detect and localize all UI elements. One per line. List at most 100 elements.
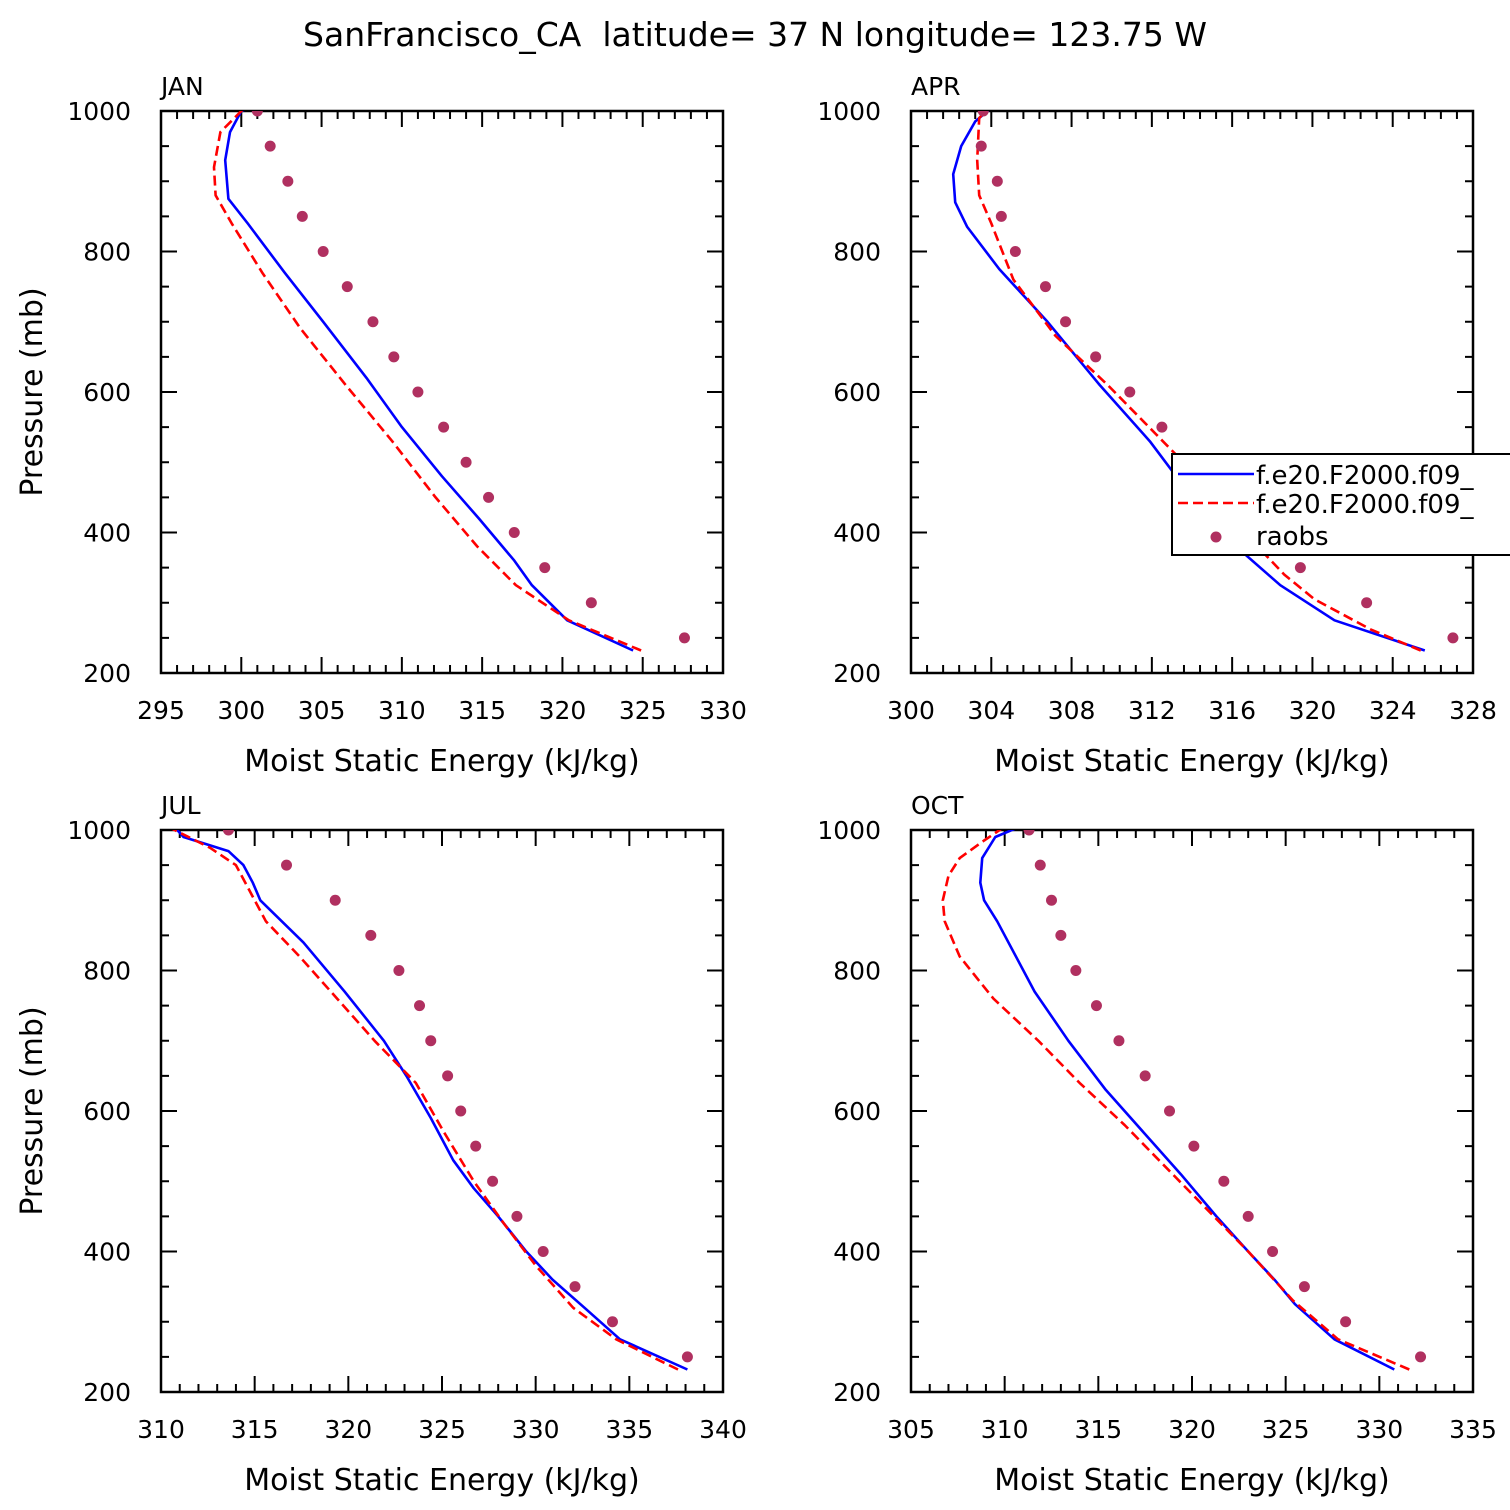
x-tick-label: 320 (1289, 696, 1337, 725)
raobs-point (1124, 386, 1136, 398)
raobs-point (511, 1210, 523, 1222)
raobs-point (1039, 281, 1051, 293)
y-tick-label: 1000 (67, 816, 131, 845)
raobs-point (222, 830, 234, 836)
x-tick-label: 305 (887, 1415, 935, 1444)
panel-jan: JAN 295 300 305 310 315 320 325 330 200 400 600 800 1… (15, 72, 747, 779)
x-tick-label: 315 (1074, 1415, 1122, 1444)
raobs-point (251, 111, 263, 117)
legend-marker-raobs (1210, 531, 1222, 543)
legend-label: raobs (1256, 522, 1329, 552)
raobs-point (455, 1105, 467, 1117)
raobs-point (264, 140, 276, 152)
series-line-dashed (212, 111, 642, 652)
raobs-point (1218, 1175, 1230, 1187)
raobs-point (585, 597, 597, 609)
plot-area (212, 111, 690, 652)
raobs-point (296, 210, 308, 222)
figure-title: SanFrancisco_CA latitude= 37 N longitude… (303, 15, 1207, 54)
raobs-point (1060, 316, 1072, 328)
y-tick-label: 400 (83, 1238, 131, 1267)
raobs-point (365, 929, 377, 941)
raobs-point (1070, 965, 1082, 976)
y-tick-label: 800 (833, 957, 881, 986)
x-tick-label: 325 (418, 1415, 466, 1444)
series-line-dashed (975, 111, 1422, 652)
x-tick-label: 305 (298, 696, 346, 725)
raobs-point (539, 562, 551, 574)
y-tick-label: 400 (83, 519, 131, 548)
raobs-point (1156, 421, 1168, 433)
raobs-point (508, 527, 520, 538)
x-tick-label: 304 (967, 696, 1015, 725)
raobs-point (1294, 562, 1306, 574)
panel-label: OCT (911, 791, 964, 820)
raobs-point (470, 1140, 482, 1152)
y-tick-label: 800 (83, 957, 131, 986)
x-tick-label: 310 (137, 1415, 185, 1444)
x-tick-label: 330 (699, 696, 747, 725)
x-axis-label: Moist Static Energy (kJ/kg) (244, 1463, 640, 1498)
y-tick-label: 1000 (817, 97, 881, 126)
raobs-point (975, 140, 987, 152)
raobs-point (438, 421, 450, 433)
legend-label: f.e20.F2000.f09_ (1256, 490, 1474, 520)
legend-label: f.e20.F2000.f09_ (1256, 461, 1474, 491)
legend-box (1171, 453, 1510, 556)
raobs-point (569, 1281, 581, 1293)
y-tick-label: 1000 (67, 97, 131, 126)
plot-area (951, 111, 1459, 652)
y-tick-label: 800 (833, 238, 881, 267)
raobs-point (681, 1351, 693, 1363)
x-tick-label: 300 (217, 696, 265, 725)
raobs-point (393, 965, 405, 976)
y-tick-label: 1000 (817, 816, 881, 845)
y-tick-label: 200 (83, 1378, 131, 1407)
raobs-point (1298, 1281, 1310, 1293)
x-tick-label: 325 (1262, 1415, 1310, 1444)
raobs-point (1139, 1070, 1151, 1082)
panels: JAN 295 300 305 310 315 320 325 330 200 400 600 800 1… (15, 72, 1497, 1498)
raobs-point (1009, 246, 1021, 257)
raobs-point (1164, 1105, 1176, 1117)
raobs-point (1447, 632, 1459, 644)
x-tick-label: 310 (378, 696, 426, 725)
raobs-point (281, 859, 293, 871)
series-line-solid (175, 830, 688, 1371)
x-tick-label: 320 (539, 696, 587, 725)
y-tick-label: 600 (83, 378, 131, 407)
x-tick-label: 300 (887, 696, 935, 725)
raobs-point (1113, 1035, 1125, 1047)
x-axis-label: Moist Static Energy (kJ/kg) (244, 744, 640, 779)
raobs-point (1023, 830, 1035, 836)
raobs-point (1188, 1140, 1200, 1152)
raobs-point (487, 1175, 499, 1187)
raobs-point (425, 1035, 437, 1047)
raobs-point (977, 111, 989, 117)
y-tick-label: 200 (833, 659, 881, 688)
raobs-point (1034, 859, 1046, 871)
raobs-point (1055, 929, 1067, 941)
raobs-point (388, 351, 400, 363)
x-tick-label: 330 (1355, 1415, 1403, 1444)
x-tick-label: 315 (458, 696, 506, 725)
plot-frame (159, 828, 725, 1394)
panel-label: JAN (159, 72, 204, 101)
x-tick-label: 312 (1128, 696, 1176, 725)
y-axis-label: Pressure (mb) (15, 1006, 50, 1215)
series-line-dashed (941, 830, 1410, 1371)
y-tick-label: 600 (833, 1097, 881, 1126)
x-axis-label: Moist Static Energy (kJ/kg) (994, 744, 1390, 779)
raobs-point (1090, 1000, 1102, 1012)
raobs-point (995, 210, 1007, 222)
x-tick-label: 320 (1168, 1415, 1216, 1444)
raobs-point (606, 1316, 618, 1328)
raobs-point (1340, 1316, 1352, 1328)
raobs-point (341, 281, 353, 293)
plot-area (941, 830, 1427, 1371)
plot-frame (909, 828, 1475, 1394)
raobs-point (991, 175, 1003, 187)
panel-apr: APR 300 304 308 312 316 320 324 328 200 400 600 800 1… (817, 72, 1496, 779)
series-line-solid (951, 111, 1426, 652)
